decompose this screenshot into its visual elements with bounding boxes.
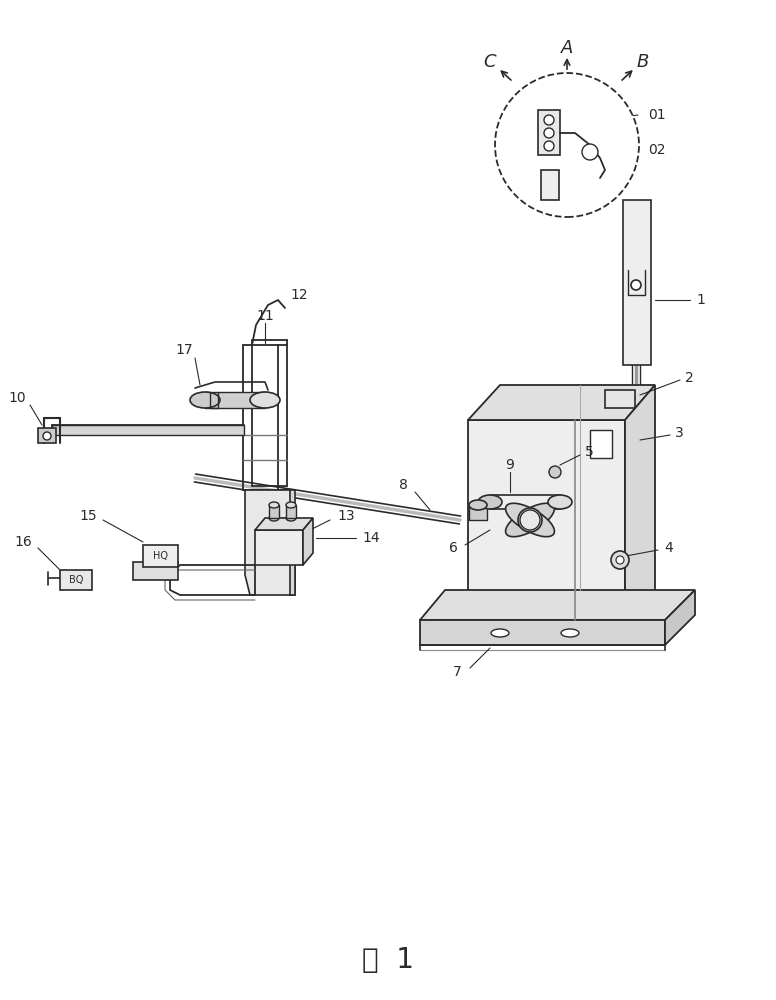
Circle shape bbox=[495, 73, 639, 217]
Ellipse shape bbox=[286, 502, 296, 508]
Circle shape bbox=[616, 556, 624, 564]
Polygon shape bbox=[245, 490, 295, 595]
Text: 6: 6 bbox=[449, 541, 458, 555]
Bar bbox=[133, 562, 178, 580]
Circle shape bbox=[43, 432, 51, 440]
Ellipse shape bbox=[250, 392, 280, 408]
Text: 9: 9 bbox=[505, 458, 514, 472]
Bar bbox=[623, 200, 651, 365]
Text: 图  1: 图 1 bbox=[362, 946, 414, 974]
Polygon shape bbox=[420, 620, 665, 645]
Ellipse shape bbox=[469, 500, 487, 510]
Text: 11: 11 bbox=[256, 309, 274, 323]
Circle shape bbox=[518, 508, 542, 532]
Polygon shape bbox=[420, 590, 695, 620]
Text: 15: 15 bbox=[79, 509, 97, 523]
Polygon shape bbox=[468, 385, 655, 420]
Text: 3: 3 bbox=[675, 426, 684, 440]
Bar bbox=[541, 170, 559, 200]
Text: HQ: HQ bbox=[153, 551, 168, 561]
Text: B: B bbox=[637, 53, 650, 71]
Bar bbox=[52, 425, 244, 435]
Polygon shape bbox=[538, 110, 560, 155]
Bar bbox=[590, 430, 612, 458]
Text: A: A bbox=[561, 39, 573, 57]
Ellipse shape bbox=[561, 629, 579, 637]
Ellipse shape bbox=[478, 495, 502, 509]
Bar bbox=[143, 545, 178, 567]
Text: 10: 10 bbox=[9, 391, 26, 405]
Ellipse shape bbox=[269, 515, 279, 521]
Ellipse shape bbox=[548, 495, 572, 509]
Circle shape bbox=[520, 510, 540, 530]
Bar bbox=[469, 505, 487, 520]
Polygon shape bbox=[255, 518, 313, 530]
Polygon shape bbox=[625, 385, 655, 625]
Polygon shape bbox=[290, 490, 295, 595]
Text: 5: 5 bbox=[585, 445, 594, 459]
Text: 16: 16 bbox=[14, 535, 32, 549]
Circle shape bbox=[582, 144, 598, 160]
Circle shape bbox=[544, 115, 554, 125]
Text: 7: 7 bbox=[453, 665, 462, 679]
Polygon shape bbox=[665, 590, 695, 645]
Ellipse shape bbox=[269, 502, 279, 508]
Text: 8: 8 bbox=[399, 478, 408, 492]
Bar bbox=[205, 392, 265, 408]
Circle shape bbox=[544, 128, 554, 138]
Bar bbox=[286, 505, 296, 518]
Ellipse shape bbox=[491, 629, 509, 637]
Ellipse shape bbox=[286, 515, 296, 521]
Text: 1: 1 bbox=[696, 293, 705, 307]
Bar bbox=[269, 505, 279, 518]
Text: C: C bbox=[483, 53, 497, 71]
Circle shape bbox=[544, 141, 554, 151]
Text: 02: 02 bbox=[648, 143, 666, 157]
Circle shape bbox=[549, 466, 561, 478]
Text: 14: 14 bbox=[362, 531, 379, 545]
Ellipse shape bbox=[505, 503, 554, 537]
Ellipse shape bbox=[190, 392, 220, 408]
Bar bbox=[38, 428, 56, 443]
Text: BQ: BQ bbox=[69, 575, 83, 585]
Ellipse shape bbox=[505, 503, 554, 537]
Text: 12: 12 bbox=[290, 288, 307, 302]
Polygon shape bbox=[303, 518, 313, 565]
Circle shape bbox=[631, 280, 641, 290]
Bar bbox=[605, 390, 635, 408]
Text: 01: 01 bbox=[648, 108, 666, 122]
Text: 4: 4 bbox=[664, 541, 673, 555]
Text: 2: 2 bbox=[685, 371, 694, 385]
Text: 13: 13 bbox=[337, 509, 355, 523]
Polygon shape bbox=[468, 420, 625, 620]
Bar bbox=[255, 530, 303, 565]
Circle shape bbox=[611, 551, 629, 569]
Bar bbox=[60, 570, 92, 590]
Text: 17: 17 bbox=[175, 343, 193, 357]
